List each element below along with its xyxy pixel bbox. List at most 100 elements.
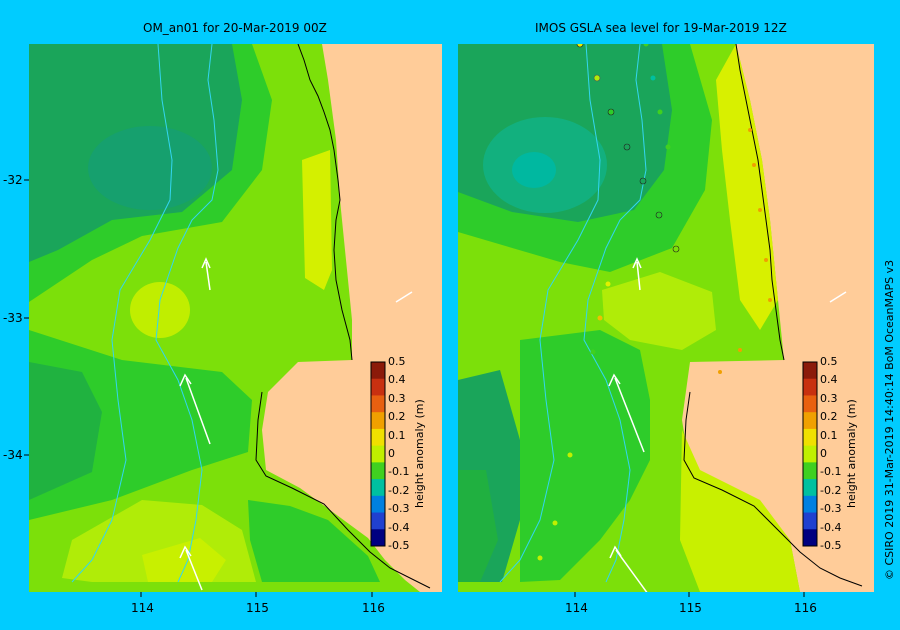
altimeter-point <box>665 144 671 150</box>
colorbar-swatch <box>803 529 817 547</box>
colorbar-swatch <box>371 362 385 380</box>
altimeter-point <box>657 109 663 115</box>
left-bathy-200 <box>155 44 219 583</box>
altimeter-point <box>590 349 596 355</box>
right-colorbar <box>802 361 818 547</box>
lat-tick-label: -34 <box>3 448 23 462</box>
colorbar-swatch <box>803 412 817 430</box>
altimeter-point <box>537 555 543 561</box>
right-zone-h <box>458 470 498 582</box>
colorbar-tick-label: -0.2 <box>820 483 842 497</box>
colorbar-tick-label: -0.2 <box>388 483 410 497</box>
colorbar-swatch <box>371 412 385 430</box>
altimeter-point <box>605 281 611 287</box>
right-current-arrow-2 <box>608 373 645 453</box>
colorbar-swatch <box>803 428 817 447</box>
left-zone-i <box>302 150 332 290</box>
colorbar-swatch <box>371 445 385 463</box>
altimeter-point <box>758 208 762 212</box>
colorbar-tick-label: -0.4 <box>820 520 842 534</box>
right-bathy-2000 <box>499 44 601 583</box>
lon-tick-label: 115 <box>679 601 702 615</box>
colorbar-tick-label: -0.3 <box>820 502 842 516</box>
altimeter-point <box>593 74 601 82</box>
colorbar-tick-label: 0.3 <box>820 391 838 405</box>
left-zone-c <box>88 126 212 210</box>
left-current-arrow-1 <box>201 257 211 291</box>
colorbar-swatch <box>371 512 385 530</box>
colorbar-outline <box>370 361 386 547</box>
colorbar-tick-label: -0.5 <box>388 539 410 552</box>
right-bathy-200 <box>583 44 647 583</box>
left-bathy-2000 <box>71 44 173 583</box>
altimeter-point <box>768 298 772 302</box>
colorbar-tick-label: 0.5 <box>820 355 838 368</box>
altimeter-point <box>576 44 584 48</box>
colorbar-swatch <box>371 495 385 514</box>
lon-tick-label: 114 <box>565 601 588 615</box>
right-current-arrow-1 <box>632 257 642 291</box>
lon-tick-label: 116 <box>362 601 385 615</box>
colorbar-swatch <box>803 462 817 480</box>
colorbar-swatch <box>803 378 817 396</box>
colorbar-tick-label: 0 <box>388 447 395 460</box>
altimeter-point <box>567 452 573 458</box>
colorbar-tick-label: 0.2 <box>388 410 406 424</box>
colorbar-swatch <box>371 395 385 413</box>
colorbar-tick-label: 0.4 <box>820 373 838 387</box>
colorbar-tick-label: -0.5 <box>820 539 842 552</box>
tick-marks <box>24 179 805 597</box>
right-zone-f <box>520 330 650 582</box>
right-zone-i <box>680 430 800 592</box>
altimeter-point <box>623 143 631 151</box>
right-panel-title: IMOS GSLA sea level for 19-Mar-2019 12Z <box>535 21 787 35</box>
colorbar-swatch <box>803 362 817 380</box>
colorbar-tick-label: -0.3 <box>388 502 410 516</box>
colorbar-swatch <box>803 495 817 514</box>
left-current-arrow-2 <box>179 373 211 445</box>
colorbar-outline <box>802 361 818 547</box>
right-zone-e <box>602 272 716 350</box>
right-zone-d <box>512 152 556 188</box>
altimeter-point <box>672 245 680 253</box>
left-coastline <box>255 44 431 589</box>
credit-text: © CSIRO 2019 31-Mar-2019 14:40:14 BoM Oc… <box>883 259 896 580</box>
right-current-arrow-4 <box>829 291 847 303</box>
right-zone-yellow <box>716 44 778 330</box>
colorbar-swatch <box>803 479 817 497</box>
left-panel-title: OM_an01 for 20-Mar-2019 00Z <box>143 21 327 35</box>
left-current-arrow-3 <box>179 545 203 591</box>
colorbar-tick-label: 0.5 <box>388 355 406 368</box>
altimeter-point <box>650 75 656 81</box>
colorbar-tick-label: -0.1 <box>388 465 410 479</box>
right-map <box>458 44 874 592</box>
left-zone-h <box>142 538 226 582</box>
altimeter-point <box>738 348 742 352</box>
left-zone-j <box>130 282 190 338</box>
lat-tick-label: -33 <box>3 311 23 325</box>
altimeter-point <box>607 108 615 116</box>
colorbar-swatch <box>803 445 817 463</box>
colorbar-tick-label: -0.1 <box>820 465 842 479</box>
left-colorbar-label: height anomaly (m) <box>413 399 426 508</box>
altimeter-point <box>764 258 768 262</box>
lon-tick-label: 114 <box>131 601 154 615</box>
left-zone-f <box>248 500 380 582</box>
colorbar-tick-label: 0 <box>820 447 827 460</box>
altimeter-point <box>655 211 663 219</box>
lat-tick-label: -32 <box>3 173 23 187</box>
altimeter-point <box>552 520 558 526</box>
altimeter-point <box>748 128 752 132</box>
left-zone-e <box>29 362 102 500</box>
altimeter-point <box>597 315 603 321</box>
colorbar-tick-label: 0.1 <box>820 428 838 442</box>
colorbar-swatch <box>803 512 817 530</box>
colorbar-swatch <box>803 395 817 413</box>
right-current-arrow-3 <box>609 545 648 592</box>
left-current-arrow-4 <box>395 291 413 303</box>
altimeter-point <box>639 177 647 185</box>
left-colorbar <box>370 361 386 547</box>
colorbar-tick-label: 0.2 <box>820 410 838 424</box>
